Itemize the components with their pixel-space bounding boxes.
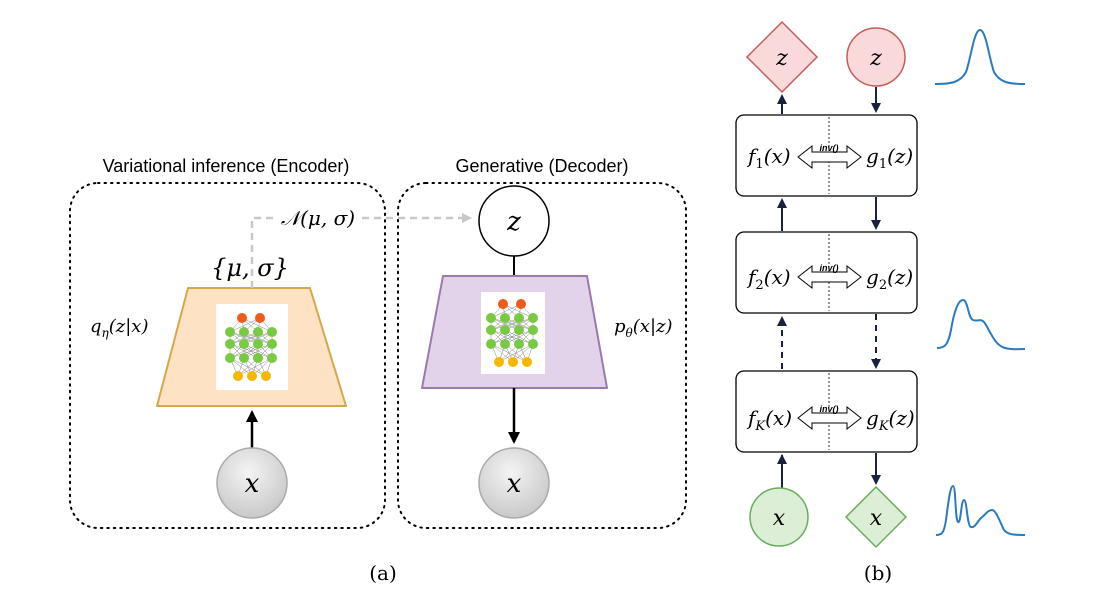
- encoder-input-label: x: [245, 469, 260, 499]
- encoder-network-icon: [216, 304, 288, 390]
- top-z-circle-label: z: [869, 46, 882, 71]
- flow-block-k-g-label: gK(z): [866, 406, 915, 434]
- decoder-output-label: x: [507, 469, 522, 499]
- flow-block-1-g-label: g1(z): [866, 144, 913, 172]
- density-curve-intermediate: [936, 298, 1026, 351]
- density-curve-gaussian: [934, 28, 1026, 85]
- panel-a-caption: (a): [369, 561, 397, 585]
- decoder-title: Generative (Decoder): [455, 156, 628, 176]
- encoder-input-node: [216, 447, 288, 519]
- bottom-x-diamond-label: x: [870, 506, 883, 531]
- flow-block-1-inverse-arrow: [797, 144, 862, 170]
- decoder-latent-label: z: [506, 207, 521, 237]
- params-label: {μ, σ}: [211, 254, 289, 282]
- top-z-diamond-label: z: [775, 46, 788, 71]
- panel-b: z z f1(x) g1(z) inv() f2(x) g2(z) inv() …: [735, 20, 1026, 585]
- flow-block-2-g-label: g2(z): [866, 265, 913, 293]
- flow-block-1-inv-label: inv(): [820, 143, 839, 153]
- decoder-network-icon: [481, 292, 545, 374]
- bottom-x-circle-label: x: [773, 506, 786, 531]
- flow-block-2-inv-label: inv(): [820, 263, 839, 273]
- sample-label: 𝒩(μ, σ): [281, 206, 355, 230]
- encoder-boundary: [69, 182, 386, 529]
- sample-label-bg: [278, 204, 360, 232]
- density-curve-complex: [935, 484, 1026, 536]
- flow-block-2-f-label: f2(x): [746, 265, 791, 293]
- decoder-distribution-label: pθ(x|z): [614, 316, 673, 340]
- flow-block-k-inverse-arrow: [797, 405, 862, 431]
- flow-block-k: [735, 370, 918, 453]
- encoder-distribution-label: qη(z|x): [90, 316, 148, 340]
- flow-block-k-f-label: fK(x): [746, 406, 792, 434]
- top-z-circle: [846, 27, 906, 87]
- flow-block-k-inv-label: inv(): [820, 404, 839, 414]
- bottom-x-circle: [749, 487, 809, 547]
- panel-b-caption: (b): [864, 561, 892, 585]
- flow-block-2-inverse-arrow: [797, 264, 862, 290]
- top-z-diamond: [745, 20, 819, 94]
- decoder-output-node: [478, 447, 550, 519]
- encoder-title: Variational inference (Encoder): [103, 156, 350, 176]
- flow-block-1-f-label: f1(x): [746, 144, 791, 172]
- panel-a: Variational inference (Encoder) Generati…: [69, 156, 687, 585]
- decoder-boundary: [397, 182, 687, 529]
- bottom-x-diamond: [844, 485, 908, 549]
